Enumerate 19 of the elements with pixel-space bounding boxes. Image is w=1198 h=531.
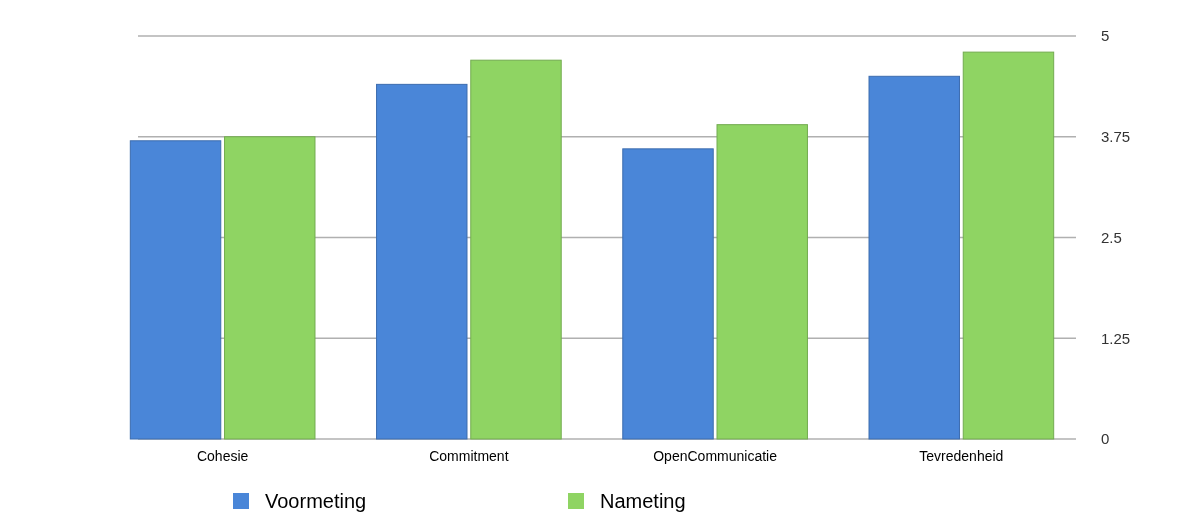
y-tick-label: 5 — [1101, 27, 1110, 45]
x-tick-label: OpenCommunicatie — [653, 448, 778, 464]
y-tick-label: 0 — [1101, 430, 1110, 448]
bar — [868, 75, 960, 440]
y-tick-label: 1.25 — [1101, 329, 1131, 347]
bar — [224, 136, 316, 440]
x-tick-label: Cohesie — [196, 448, 249, 464]
bar — [129, 140, 222, 440]
bar — [376, 83, 468, 440]
legend-label: Voormeting — [265, 490, 367, 512]
bar — [470, 59, 562, 440]
bar — [962, 51, 1055, 440]
bar — [716, 124, 808, 440]
y-tick-label: 2.5 — [1101, 228, 1122, 246]
x-tick-label: Commitment — [429, 448, 509, 464]
x-tick-label: Tevredenheid — [919, 448, 1004, 464]
bar — [622, 148, 714, 440]
legend-label: Nameting — [600, 490, 686, 512]
y-tick-label: 3.75 — [1101, 128, 1131, 145]
